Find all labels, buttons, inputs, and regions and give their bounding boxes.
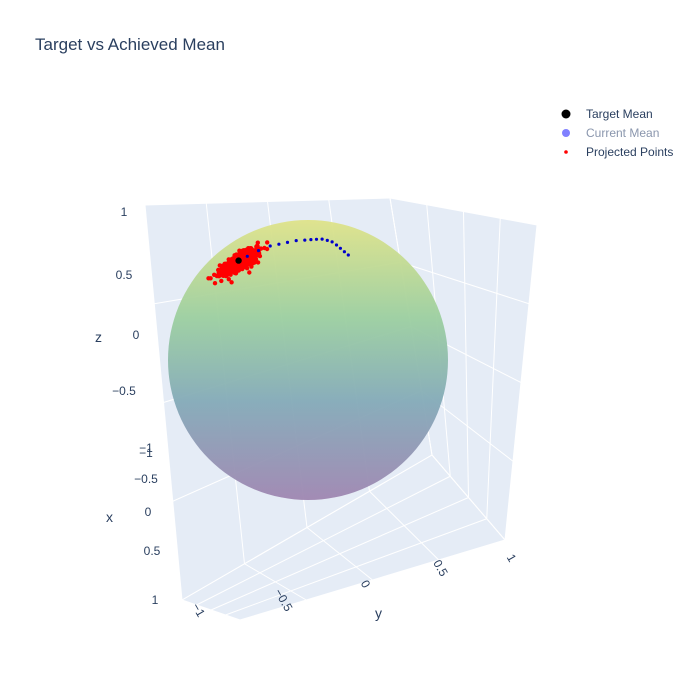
series-target-mean xyxy=(235,257,242,264)
projected-point xyxy=(206,276,211,281)
projected-point xyxy=(215,273,221,278)
projected-point xyxy=(242,258,247,263)
current-mean-point xyxy=(256,249,261,253)
legend-marker-target-mean xyxy=(561,109,571,119)
target-mean-point xyxy=(235,257,242,264)
grid-line xyxy=(225,518,487,616)
grid-line xyxy=(463,211,469,498)
projected-point xyxy=(223,273,229,279)
current-mean-point xyxy=(245,254,249,258)
grid-line xyxy=(210,497,469,611)
current-mean-point xyxy=(309,238,313,242)
projected-point xyxy=(228,268,233,274)
projected-point xyxy=(247,258,253,263)
z-tick-label: 0.5 xyxy=(116,268,133,282)
z-axis-title: z xyxy=(95,329,102,345)
projected-point xyxy=(255,260,261,265)
projected-point xyxy=(247,270,252,275)
projected-point xyxy=(244,266,250,271)
projected-point xyxy=(254,244,259,249)
unit-sphere-surface xyxy=(168,220,448,500)
projected-point xyxy=(212,281,218,286)
current-mean-point xyxy=(334,243,339,247)
projected-point xyxy=(239,266,245,271)
projected-point xyxy=(239,253,244,258)
chart-title: Target vs Achieved Mean xyxy=(35,35,225,54)
legend-label-target-mean: Target Mean xyxy=(586,107,653,121)
projected-point xyxy=(241,248,247,253)
series-current-mean xyxy=(245,237,350,258)
z-tick-label: −0.5 xyxy=(112,384,136,398)
x-axis-title: x xyxy=(106,509,113,525)
projected-point xyxy=(240,262,245,267)
current-mean-point xyxy=(325,238,329,242)
grid-line xyxy=(181,454,433,601)
legend-item-target-mean[interactable]: Target Mean xyxy=(561,107,653,121)
projected-point xyxy=(225,261,231,266)
projected-point xyxy=(222,269,227,274)
grid-line xyxy=(369,490,440,561)
projected-point xyxy=(219,278,224,284)
projected-point xyxy=(250,255,255,260)
legend[interactable]: Target Mean Current Mean Projected Point… xyxy=(561,107,674,159)
projected-point xyxy=(255,240,260,245)
projected-point xyxy=(220,263,225,268)
current-mean-point xyxy=(314,237,319,241)
current-mean-point xyxy=(303,238,307,242)
current-mean-point xyxy=(330,240,334,244)
legend-label-projected-points: Projected Points xyxy=(586,145,673,159)
projected-point xyxy=(234,269,239,275)
floor-pane xyxy=(182,455,505,620)
current-mean-point xyxy=(320,237,324,241)
legend-label-current-mean: Current Mean xyxy=(586,126,659,140)
legend-item-current-mean[interactable]: Current Mean xyxy=(562,126,659,140)
projected-point xyxy=(229,280,234,285)
current-mean-point xyxy=(294,239,298,243)
current-mean-point xyxy=(338,246,342,250)
x-tick-label: 0.5 xyxy=(144,544,161,558)
current-mean-point xyxy=(268,244,272,248)
x-tick-label: 1 xyxy=(152,593,159,607)
legend-marker-current-mean xyxy=(562,129,570,137)
legend-item-projected-points[interactable]: Projected Points xyxy=(564,145,673,159)
projected-point xyxy=(257,253,263,259)
y-tick-label: −1 xyxy=(189,601,208,620)
grid-line xyxy=(431,454,506,541)
back-wall-right xyxy=(390,198,537,540)
grid-line xyxy=(504,224,538,541)
y-tick-label: 1 xyxy=(504,552,520,565)
y-axis-title: y xyxy=(375,605,382,621)
legend-marker-projected-points xyxy=(564,150,568,154)
projected-point xyxy=(249,263,254,268)
projected-point xyxy=(231,263,236,268)
grid-line xyxy=(486,218,501,519)
current-mean-point xyxy=(346,253,350,257)
x-tick-label: −1 xyxy=(139,446,153,460)
projected-point xyxy=(247,249,253,254)
current-mean-point xyxy=(285,240,290,244)
z-tick-label: 1 xyxy=(121,205,128,219)
projected-point xyxy=(265,240,270,245)
z-tick-label: −1 xyxy=(139,441,153,455)
projected-point xyxy=(226,277,231,282)
current-mean-point xyxy=(342,250,346,254)
projected-point xyxy=(262,245,267,251)
z-tick-label: 0 xyxy=(133,328,140,342)
projected-point xyxy=(231,256,237,261)
x-tick-label: −0.5 xyxy=(134,472,158,486)
grid-line xyxy=(239,539,506,621)
projected-point xyxy=(237,248,242,253)
x-tick-label: 0 xyxy=(145,505,152,519)
series-layer xyxy=(206,237,350,286)
current-mean-point xyxy=(277,242,281,246)
